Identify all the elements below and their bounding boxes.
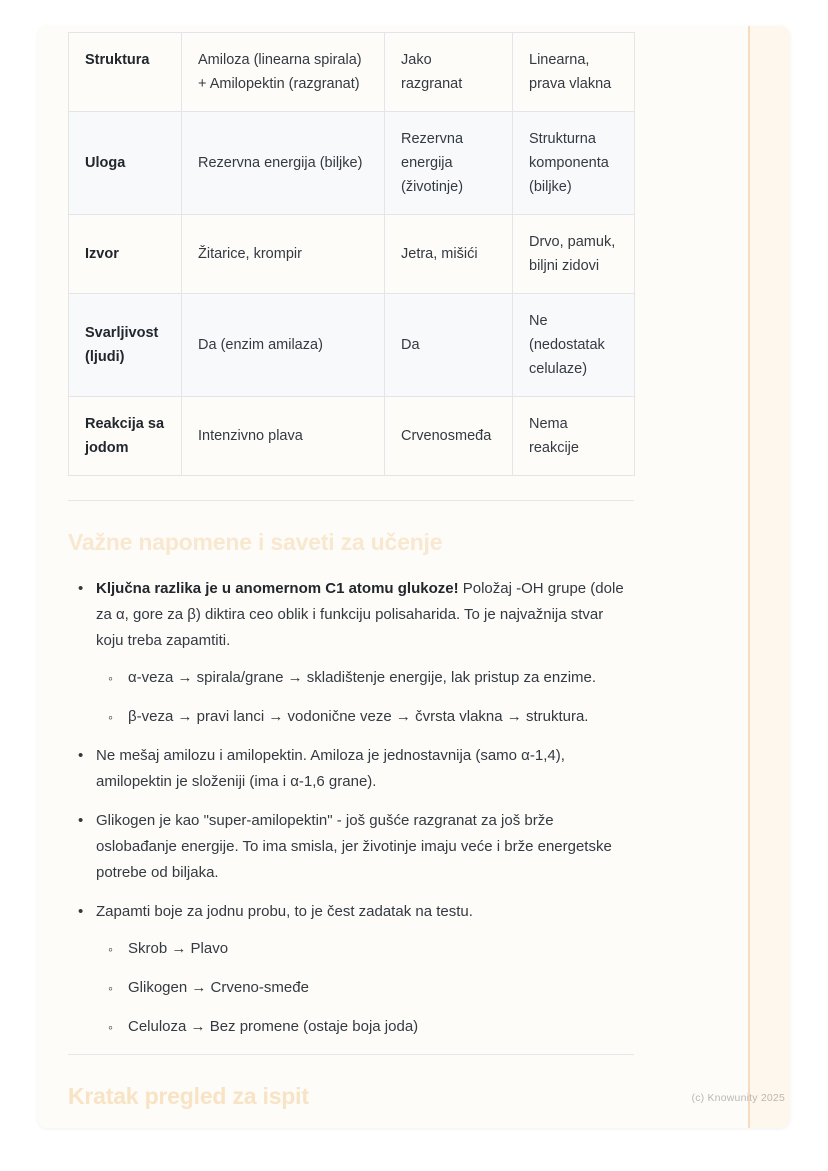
table-cell: Da (enzim amilaza) [181,293,385,397]
row-label: Uloga [68,111,182,215]
row-label: Svarljivost (ljudi) [68,293,182,397]
sub-list: α-veza → spirala/grane → skladištenje en… [96,665,634,730]
table-cell: Intenzivno plava [181,396,385,476]
list-item-bold-text: Ključna razlika je u anomernom C1 atomu … [96,580,459,597]
table-row-struktura: Struktura Amiloza (linearna spirala) + A… [68,32,635,112]
review-section-title: Kratak pregled za ispit [68,1083,309,1109]
table-row-svarljivost: Svarljivost (ljudi) Da (enzim amilaza) D… [68,293,635,397]
list-item: Ključna razlika je u anomernom C1 atomu … [78,576,634,730]
section-divider [68,500,634,501]
row-label: Reakcija sa jodom [68,396,182,476]
list-item-text: Glikogen je kao "super-amilopektin" - jo… [96,812,612,881]
list-item-text: Položaj -OH grupe (dole za α, gore za β)… [96,580,624,649]
table-cell: Drvo, pamuk, biljni zidovi [512,214,635,294]
table-row-izvor: Izvor Žitarice, krompir Jetra, mišići Dr… [68,214,635,294]
table-cell: Nema reakcije [512,396,635,476]
notes-section-title: Važne napomene i saveti za učenje [68,529,443,555]
watermark: (c) Knowunity 2025 [691,1092,785,1104]
row-label: Izvor [68,214,182,294]
table-row-uloga: Uloga Rezervna energija (biljke) Rezervn… [68,111,635,215]
table-cell: Crvenosmeđa [384,396,513,476]
sub-list-item: Glikogen → Crveno-smeđe [108,975,634,1001]
list-item-text: Ne mešaj amilozu i amilopektin. Amiloza … [96,747,565,790]
comparison-table: Struktura Amiloza (linearna spirala) + A… [68,32,635,476]
table-cell: Da [384,293,513,397]
table-cell: Rezervna energija (životinje) [384,111,513,215]
table-cell: Jako razgranat [384,32,513,112]
list-item: Glikogen je kao "super-amilopektin" - jo… [78,808,634,886]
page-content: Struktura Amiloza (linearna spirala) + A… [68,32,635,1110]
sub-list-item: α-veza → spirala/grane → skladištenje en… [108,665,634,691]
table-row-reakcija: Reakcija sa jodom Intenzivno plava Crven… [68,396,635,476]
notes-list: Ključna razlika je u anomernom C1 atomu … [68,576,634,1040]
table-cell: Ne (nedostatak celulaze) [512,293,635,397]
table-cell: Jetra, mišići [384,214,513,294]
sub-list: Skrob → Plavo Glikogen → Crveno-smeđe Ce… [96,936,634,1040]
table-cell: Žitarice, krompir [181,214,385,294]
page-card: Struktura Amiloza (linearna spirala) + A… [38,26,790,1128]
row-label: Struktura [68,32,182,112]
sub-list-item: Celuloza → Bez promene (ostaje boja joda… [108,1014,634,1040]
section-divider [68,1054,634,1055]
list-item-text: Zapamti boje za jodnu probu, to je čest … [96,903,473,920]
list-item: Zapamti boje za jodnu probu, to je čest … [78,899,634,1040]
table-cell: Linearna, prava vlakna [512,32,635,112]
table-cell: Rezervna energija (biljke) [181,111,385,215]
accent-strip [748,26,790,1128]
table-cell: Amiloza (linearna spirala) + Amilopektin… [181,32,385,112]
sub-list-item: Skrob → Plavo [108,936,634,962]
table-cell: Strukturna komponenta (biljke) [512,111,635,215]
sub-list-item: β-veza → pravi lanci → vodonične veze → … [108,704,634,730]
list-item: Ne mešaj amilozu i amilopektin. Amiloza … [78,743,634,795]
